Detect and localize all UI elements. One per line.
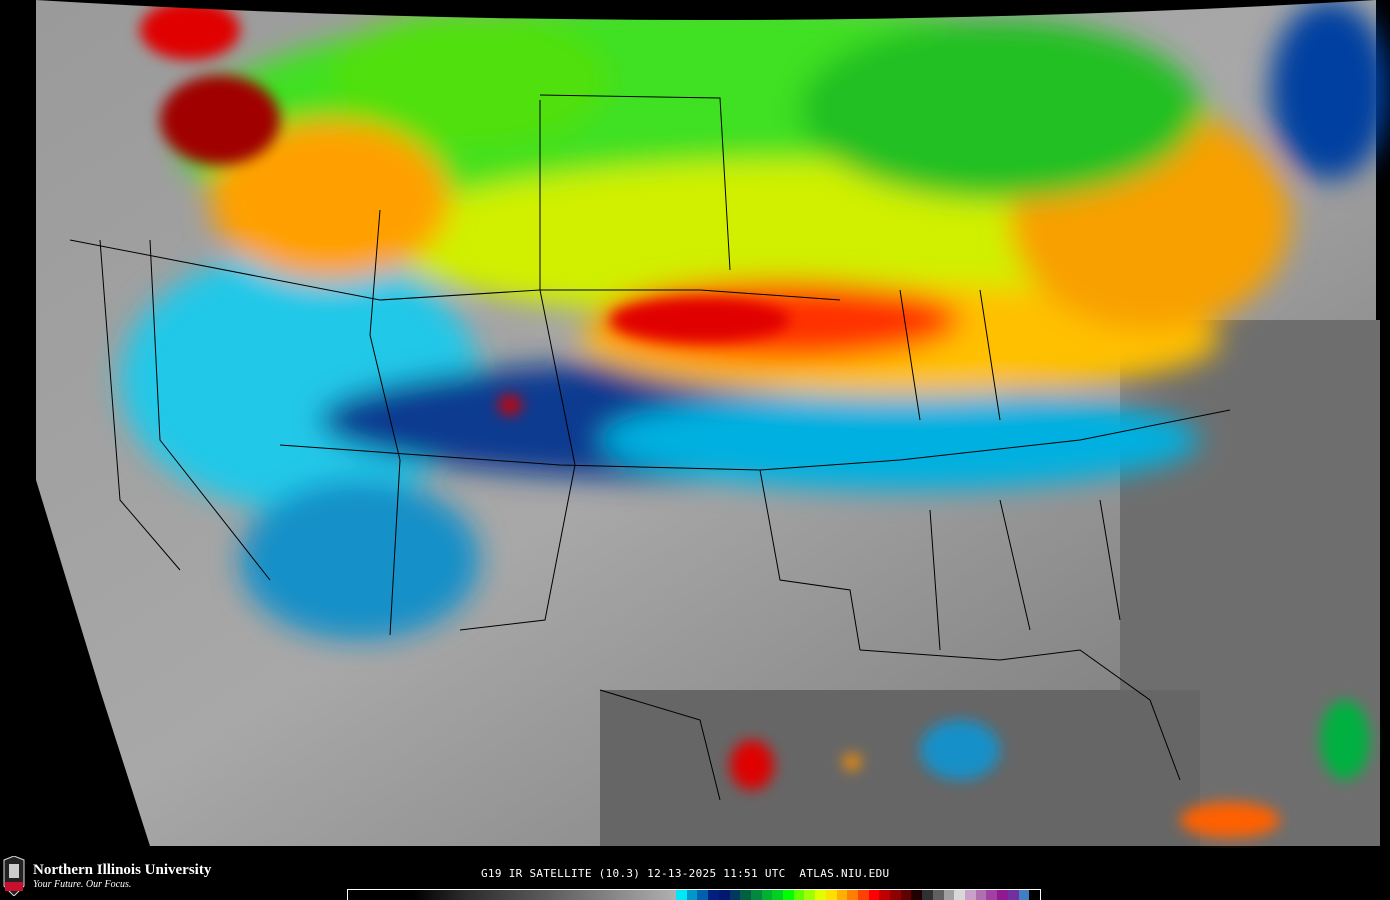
colorbar-segment [975, 890, 987, 900]
colorbar-segment [729, 890, 741, 900]
niu-logo [3, 856, 25, 896]
university-name: Northern Illinois University [33, 862, 212, 878]
colorbar-segment [836, 890, 848, 900]
cloud-field [120, 0, 1390, 640]
colorbar-segment [964, 890, 976, 900]
colorbar-segment [868, 890, 880, 900]
gulf-of-mexico [600, 690, 1200, 846]
colorbar-segment [922, 890, 933, 900]
temperature-colorbar [347, 889, 1041, 900]
colorbar-segment [708, 890, 719, 900]
colorbar-segment [740, 890, 751, 900]
state-boundaries [69, 94, 1231, 801]
colorbar-segment [825, 890, 837, 900]
satellite-map [0, 0, 1390, 846]
colorbar-segment [804, 890, 816, 900]
colorbar-segment [793, 890, 805, 900]
colorbar-segment [954, 890, 965, 900]
map-edge-left [0, 0, 150, 846]
colorbar-segment [879, 890, 891, 900]
colorbar-segment [815, 890, 826, 900]
colorbar-gray-ramp [348, 890, 676, 900]
colorbar-segment [1029, 890, 1040, 900]
colorbar-segment [697, 890, 709, 900]
colorbar-segment [718, 890, 730, 900]
colorbar-segment [997, 890, 1008, 900]
map-edge-top [36, 0, 1376, 20]
colorbar-segment [900, 890, 912, 900]
colorbar-segment [890, 890, 901, 900]
colorbar-segment [986, 890, 998, 900]
image-caption: G19 IR SATELLITE (10.3) 12-13-2025 11:51… [481, 867, 890, 880]
colorbar-segment [686, 890, 698, 900]
storm-cores [140, 0, 1370, 838]
colorbar-segment [1018, 890, 1030, 900]
colorbar-segment [783, 890, 794, 900]
colorbar-segment [750, 890, 762, 900]
colorbar-segment [1007, 890, 1019, 900]
colorbar-segment [761, 890, 773, 900]
colorbar-segment [847, 890, 858, 900]
colorbar-segment [911, 890, 923, 900]
colorbar-segment [857, 890, 869, 900]
colorbar-segment [772, 890, 784, 900]
colorbar-segment [676, 890, 687, 900]
colorbar-segment [943, 890, 955, 900]
university-tagline: Your Future. Our Focus. [33, 879, 132, 890]
colorbar-segment [932, 890, 944, 900]
